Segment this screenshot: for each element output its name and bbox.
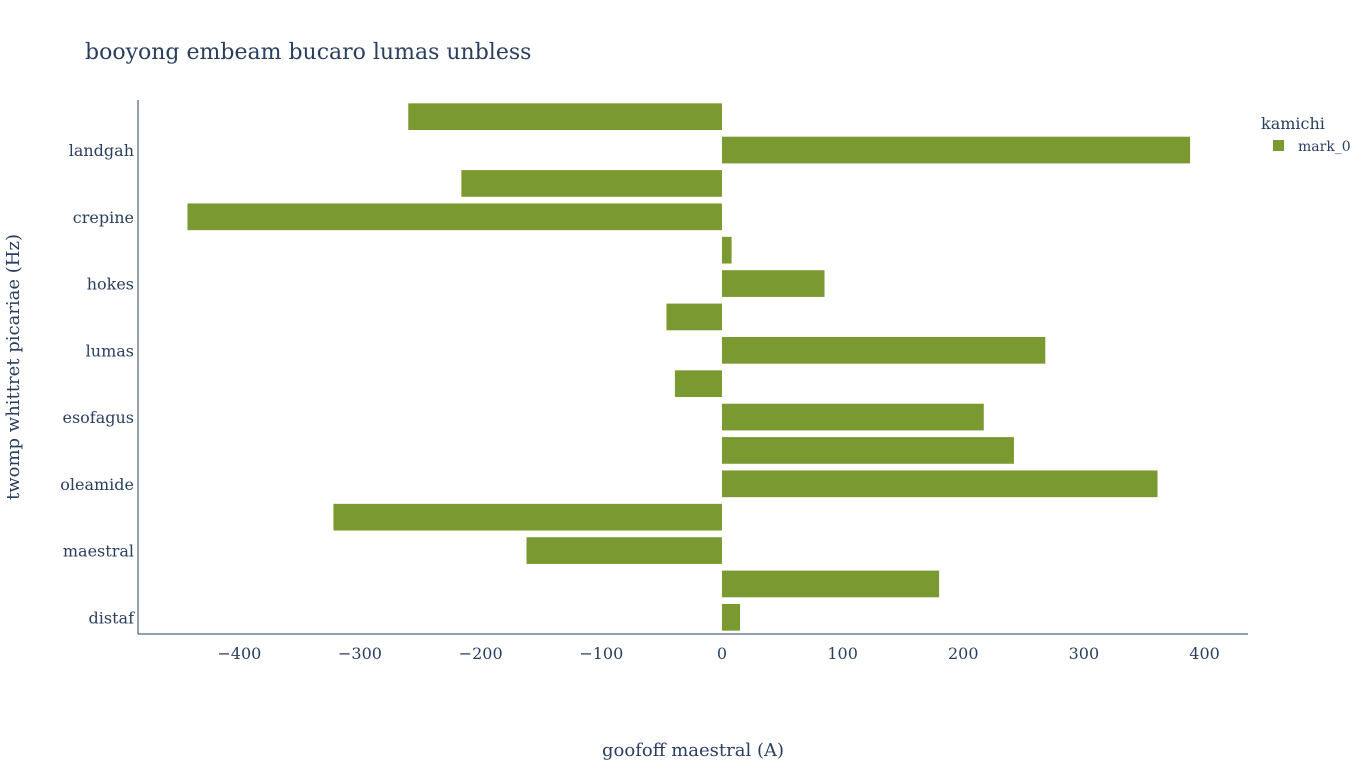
legend-item-label[interactable]: mark_0 (1298, 139, 1351, 155)
y-tick-label: esofagus (62, 408, 134, 427)
y-tick-label: oleamide (60, 475, 134, 494)
bar[interactable] (721, 470, 1158, 498)
x-tick-labels: −400 −300 −200 −100 0 100 200 300 400 (217, 644, 1219, 663)
legend: kamichi mark_0 (1261, 114, 1351, 155)
x-tick-label: 400 (1189, 644, 1220, 663)
bar[interactable] (721, 336, 1046, 364)
bar[interactable] (721, 570, 940, 598)
bar[interactable] (721, 403, 984, 431)
y-tick-label: distaf (89, 608, 136, 627)
legend-swatch[interactable] (1273, 140, 1284, 151)
bar[interactable] (461, 170, 722, 197)
bar[interactable] (721, 136, 1191, 164)
bar[interactable] (526, 537, 722, 564)
x-tick-label: 100 (827, 644, 858, 663)
bar[interactable] (666, 303, 722, 331)
legend-title: kamichi (1261, 114, 1325, 133)
bar[interactable] (674, 370, 722, 398)
x-tick-label: −200 (459, 644, 503, 663)
bar[interactable] (721, 236, 732, 264)
y-tick-label: crepine (73, 208, 134, 227)
x-tick-label: 0 (717, 644, 727, 663)
y-tick-labels: landgah crepine hokes lumas esofagus oleamide… (60, 141, 135, 627)
chart-title: booyong embeam bucaro lumas unbless (85, 40, 531, 65)
x-tick-label: −300 (338, 644, 382, 663)
x-axis-title: goofoff maestral (A) (602, 740, 784, 761)
y-axis-title: twomp whittret picariae (Hz) (3, 234, 24, 500)
bar[interactable] (187, 203, 722, 231)
y-tick-label: landgah (69, 141, 134, 160)
y-tick-label: maestral (63, 542, 134, 561)
bar[interactable] (721, 603, 741, 631)
bar[interactable] (408, 103, 722, 131)
x-tick-label: −100 (579, 644, 623, 663)
bar[interactable] (333, 503, 722, 531)
x-tick-label: 200 (948, 644, 979, 663)
bar[interactable] (721, 270, 825, 297)
bar[interactable] (721, 437, 1014, 464)
bars-group (187, 103, 1191, 631)
y-tick-label: hokes (87, 275, 134, 294)
x-tick-label: 300 (1069, 644, 1100, 663)
x-tick-label: −400 (217, 644, 261, 663)
y-tick-label: lumas (86, 341, 134, 360)
